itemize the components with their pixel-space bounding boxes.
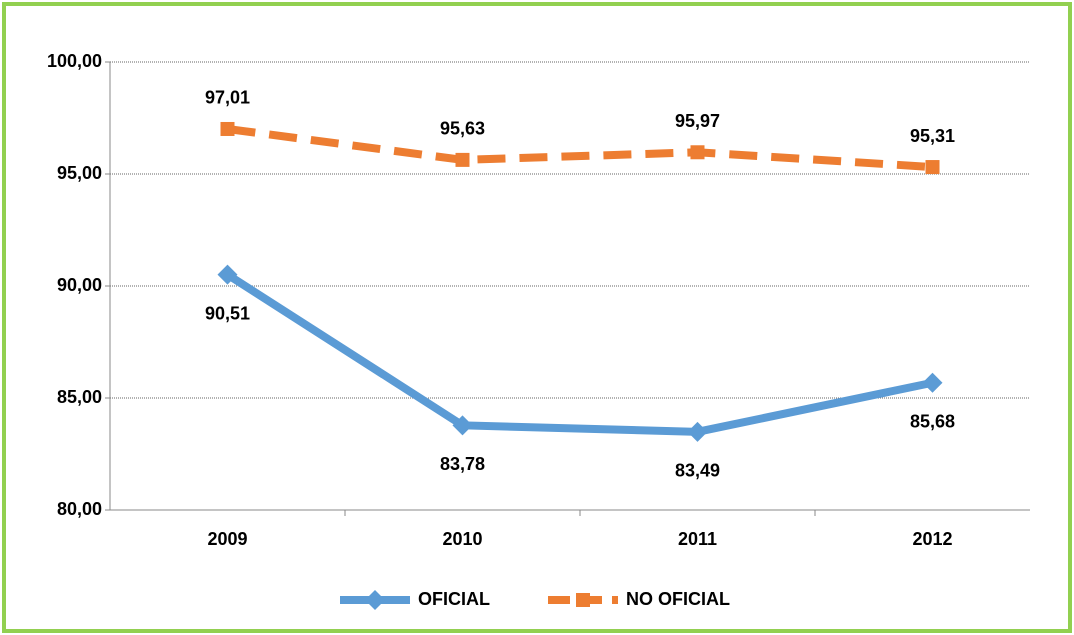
x-tick-label: 2010 [442,529,482,549]
x-tick-label: 2011 [678,529,717,549]
legend-marker [576,593,590,607]
point-marker [217,264,238,285]
y-tick-label: 80,00 [57,499,102,519]
data-label: 95,31 [910,126,955,146]
legend-label: OFICIAL [418,589,490,609]
point-marker [925,160,940,175]
data-label: 83,78 [440,454,485,474]
point-marker [455,152,470,167]
point-marker [922,372,943,393]
y-tick-label: 85,00 [57,387,102,407]
data-label: 95,97 [675,111,720,131]
x-tick-label: 2009 [207,529,247,549]
data-label: 85,68 [910,412,955,432]
point-marker [690,145,705,160]
point-marker [687,421,708,442]
series-line [225,271,934,436]
legend-label: NO OFICIAL [626,589,730,609]
data-label: 97,01 [205,88,250,108]
series-line [226,125,933,172]
data-label: 83,49 [675,461,720,481]
y-tick-label: 90,00 [57,275,102,295]
point-marker [220,121,235,136]
data-label: 90,51 [205,303,250,323]
y-tick-label: 95,00 [57,163,102,183]
legend-marker [365,590,385,610]
y-tick-label: 100,00 [47,51,102,71]
point-marker [452,415,473,436]
data-label: 95,63 [440,119,485,139]
x-tick-label: 2012 [912,529,952,549]
